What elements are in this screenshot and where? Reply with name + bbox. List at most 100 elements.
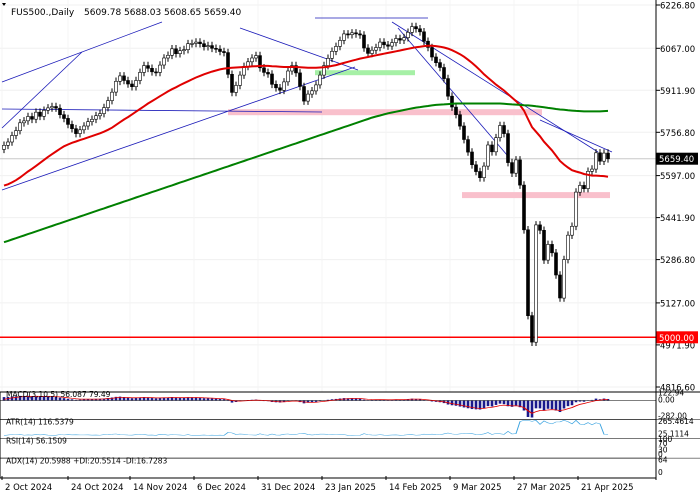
macd-bar — [186, 397, 190, 401]
price-tick-label: 4971.90 — [660, 341, 695, 351]
macd-bar — [46, 396, 50, 401]
candle-down — [522, 184, 526, 231]
macd-bar — [50, 396, 54, 401]
price-axis-bg — [656, 0, 700, 392]
support-zone — [462, 192, 610, 199]
price-grid — [0, 0, 656, 392]
adx-pane[interactable]: 64 0 ADX(14) 20.5988 +DI:20.5514 -DI:16.72… — [0, 455, 700, 479]
candle-down — [386, 44, 390, 47]
macd-bar — [582, 400, 586, 402]
time-axis: 2 Oct 2024 24 Oct 2024 14 Nov 2024 6 Dec 20… — [1, 476, 634, 493]
candle-up — [46, 107, 50, 111]
candle-down — [230, 74, 234, 93]
macd-bar — [30, 396, 34, 401]
macd-bar — [158, 397, 162, 401]
candle-up — [254, 55, 258, 59]
macd-bar — [18, 395, 22, 401]
macd-bar — [406, 399, 410, 401]
macd-bar — [174, 397, 178, 401]
macd-bar — [134, 397, 138, 401]
candle-up — [334, 46, 338, 52]
candle-down — [198, 41, 202, 44]
current-price-badge — [656, 152, 698, 165]
time-tick-label: 21 Apr 2025 — [581, 483, 634, 493]
candle-up — [182, 49, 186, 51]
macd-bar — [386, 399, 390, 401]
candle-down — [126, 80, 130, 85]
ohlc-high: 5688.03 — [124, 8, 161, 18]
candle-down — [598, 152, 602, 162]
candle-down — [258, 55, 262, 69]
candle-up — [586, 171, 590, 189]
candle-down — [270, 73, 274, 85]
candle-down — [30, 116, 34, 120]
level-5000-label: 5000.00 — [659, 334, 694, 344]
indicator-axis-label: -282.00 — [658, 411, 687, 420]
candle-up — [594, 152, 598, 170]
macd-bar — [370, 399, 374, 401]
green-zone — [315, 70, 415, 76]
macd-bar — [398, 399, 402, 401]
macd-bar — [538, 400, 542, 409]
candle-down — [58, 107, 62, 115]
candle-up — [10, 135, 14, 143]
candle-up — [178, 50, 182, 55]
candle-down — [538, 224, 542, 231]
macd-bar — [494, 400, 498, 405]
candle-down — [302, 86, 306, 102]
macd-pane-frame — [0, 391, 657, 420]
candle-down — [506, 133, 510, 163]
indicator-axis-label: 64 — [658, 455, 668, 464]
candle-up — [194, 41, 198, 44]
macd-bar — [26, 395, 30, 401]
candle-down — [346, 33, 350, 36]
macd-bar — [34, 396, 38, 401]
macd-bar — [106, 398, 110, 401]
price-pane[interactable]: FUS500.,Daily 5609.78 5688.03 5608.65 56… — [0, 0, 656, 392]
candle-up — [206, 45, 210, 47]
macd-bar — [362, 399, 366, 401]
candle-up — [142, 65, 146, 73]
candle-down — [530, 315, 534, 343]
macd-bar — [314, 400, 318, 402]
macd-bar — [590, 399, 594, 401]
indicator-axis-label: 25.1114 — [658, 429, 689, 438]
macd-pane[interactable]: 122.940.00 -282.00 MACD(3,10,5) 56.087 79.… — [0, 389, 700, 421]
macd-bar — [414, 398, 418, 401]
macd-bar — [570, 400, 574, 406]
macd-bar — [502, 400, 506, 405]
candle-up — [406, 31, 410, 38]
symbol-title: FUS500.,Daily — [11, 8, 75, 18]
candle-down — [278, 87, 282, 91]
candle-up — [578, 185, 582, 193]
candle-up — [94, 115, 98, 120]
candle-up — [118, 75, 122, 82]
time-tick-label: 31 Dec 2024 — [261, 483, 315, 493]
candle-up — [350, 32, 354, 35]
indicator-axis-label: 100 — [658, 435, 673, 444]
ma-red-line — [3, 44, 609, 187]
candle-up — [22, 120, 26, 124]
candle-up — [338, 40, 342, 47]
macd-bar — [430, 400, 434, 402]
candle-up — [546, 244, 550, 261]
price-tick-label: 5597.00 — [660, 172, 695, 182]
candle-down — [226, 52, 230, 75]
candle-down — [478, 171, 482, 178]
candle-down — [518, 159, 522, 186]
macd-bar — [198, 397, 202, 401]
macd-bar — [282, 400, 286, 402]
atr-pane[interactable]: 265.4614 25.1114 ATR(14) 116.5379 — [0, 417, 700, 439]
level-5000-badge — [656, 331, 698, 344]
macd-bar — [474, 400, 478, 410]
time-tick-label: 6 Dec 2024 — [197, 483, 246, 493]
candle-down — [554, 252, 558, 276]
macd-bar — [218, 398, 222, 401]
title-dropdown-icon[interactable] — [2, 3, 6, 6]
candle-up — [14, 130, 18, 136]
trendline — [1, 51, 83, 129]
candle-down — [446, 78, 450, 97]
macd-bar — [202, 398, 206, 401]
